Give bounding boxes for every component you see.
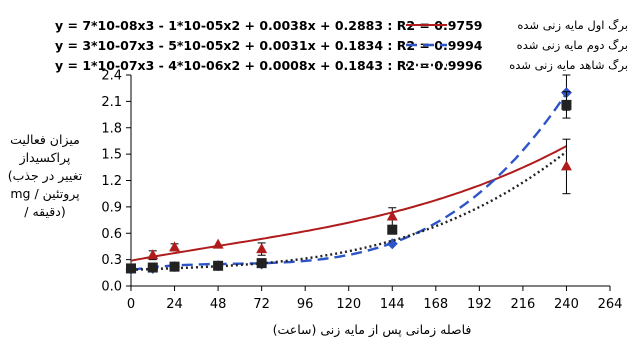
series-1	[125, 138, 572, 273]
series-2-trendline	[130, 92, 568, 272]
data-point-square	[561, 99, 572, 110]
y-axis-label-line: / دقیقه)	[24, 204, 65, 219]
data-point-triangle	[169, 241, 181, 252]
x-tick-label: 48	[210, 297, 227, 312]
data-point-square	[256, 258, 267, 269]
legend-label-1: برگ اول مایه زنی شده	[517, 18, 628, 33]
series-3-trendline	[130, 150, 568, 271]
legend-label-2: برگ دوم مایه زنی شده	[517, 38, 628, 53]
data-point-square	[126, 263, 136, 274]
legend: y = 7*10-08x3 - 1*10-05x2 + 0.0038x + 0.…	[55, 18, 628, 73]
x-tick-label: 168	[423, 297, 448, 312]
y-tick-label: 0.9	[101, 200, 122, 215]
legend-equation-2: y = 3*10-07x3 - 5*10-05x2 + 0.0031x + 0.…	[55, 38, 483, 53]
x-tick-label: 264	[598, 297, 623, 312]
x-tick-label: 120	[336, 297, 361, 312]
data-point-triangle	[386, 210, 398, 221]
series-group	[125, 74, 572, 275]
legend-label-3: برگ شاهد مایه زنی شده	[509, 58, 628, 73]
data-point-triangle	[212, 238, 224, 249]
y-tick-label: 0.6	[101, 227, 122, 242]
legend-equation-1: y = 7*10-08x3 - 1*10-05x2 + 0.0038x + 0.…	[55, 18, 483, 33]
y-tick-label: 0.0	[101, 280, 122, 295]
y-axis-label-line: (تغییر در جذب	[8, 168, 83, 184]
y-axis-label-line: mg / پروتئین	[10, 186, 80, 202]
x-tick-label: 216	[510, 297, 535, 312]
y-tick-label: 0.3	[101, 253, 122, 268]
legend-equation-3: y = 1*10-07x3 - 4*10-06x2 + 0.0008x + 0.…	[55, 58, 483, 73]
x-tick-label: 24	[166, 297, 183, 312]
series-3	[126, 91, 572, 274]
x-tick-label: 240	[554, 297, 579, 312]
y-tick-label: 2.1	[101, 95, 122, 110]
data-point-triangle	[560, 160, 572, 171]
y-tick-label: 1.5	[101, 148, 122, 163]
y-tick-label: 1.2	[101, 174, 122, 189]
x-axis-label: فاصله زمانی پس از مایه زنی (ساعت)	[273, 322, 472, 338]
axes: 0 24 48 72 96 120 144 168 192 216 240 264 0.0 0.3 0.6 0…	[101, 69, 622, 313]
series-1-trendline	[130, 145, 567, 262]
data-point-square	[169, 261, 180, 272]
data-point-triangle	[256, 243, 268, 254]
y-axis-label-line: پراکسیداز	[19, 150, 71, 166]
y-tick-label: 2.4	[101, 69, 122, 84]
y-tick-label: 1.8	[101, 121, 122, 136]
data-point-square	[213, 260, 224, 271]
x-tick-label: 96	[297, 297, 314, 312]
x-tick-label: 72	[253, 297, 270, 312]
y-axis-label-line: میزان فعالیت	[10, 132, 80, 148]
x-tick-label: 144	[380, 297, 405, 312]
data-point-square	[147, 262, 158, 273]
x-tick-label: 0	[127, 297, 135, 312]
data-point-square	[387, 224, 398, 235]
x-tick-label: 192	[467, 297, 492, 312]
data-point-diamond	[386, 238, 398, 250]
data-point-triangle	[147, 249, 159, 260]
y-axis-label: میزان فعالیت پراکسیداز (تغییر در جذب mg / پ…	[8, 132, 83, 219]
